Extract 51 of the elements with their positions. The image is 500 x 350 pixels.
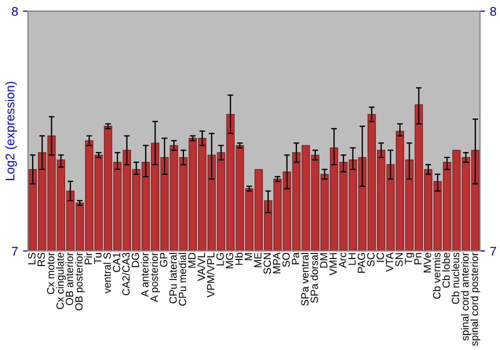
x-tick-label: SN xyxy=(395,253,403,266)
x-tick-label: CPu medial xyxy=(178,253,186,306)
x-tick-label: CPu lateral xyxy=(169,253,177,304)
x-tick-label: SO xyxy=(282,252,290,267)
x-tick-label: Pn xyxy=(414,253,422,264)
x-tick-label: MD xyxy=(188,252,196,268)
x-tick-label: VA/VL xyxy=(197,252,206,282)
x-tick-label: MVe xyxy=(424,252,432,272)
x-tick-label: SCN xyxy=(264,253,271,274)
y-axis-title: Log2 (expression) xyxy=(5,82,17,180)
x-tick-label: RS xyxy=(38,252,45,266)
x-tick-label: VTA xyxy=(386,252,394,272)
x-tick-label: OB anterior xyxy=(66,252,74,306)
x-tick-label: IC xyxy=(376,252,384,262)
x-tick-label: MPA xyxy=(273,252,280,274)
x-tick-label: GP xyxy=(160,252,168,267)
x-tick-label: Cb vermis xyxy=(432,252,440,299)
y2-tick-label: 8 xyxy=(490,7,496,16)
x-tick-label: ME xyxy=(254,252,262,268)
x-tick-label: Cx motor xyxy=(46,252,54,294)
x-tick-label: LG xyxy=(216,253,224,266)
x-tick-label: VMH xyxy=(330,253,337,276)
x-tick-label: CA2/CA3 xyxy=(122,252,130,296)
x-tick-label: Cb nucleus xyxy=(452,252,460,304)
x-tick-label: Hb xyxy=(235,252,243,265)
x-tick-label: A anterior xyxy=(140,252,149,297)
x-tick-label: ventral S xyxy=(103,252,111,294)
x-tick-label: CA1 xyxy=(112,252,120,272)
x-tick-label: M xyxy=(244,253,252,260)
x-tick-label: spinal cord posterior xyxy=(470,252,480,346)
x-tick-label: Arc xyxy=(338,252,346,268)
x-tick-label: A posterior xyxy=(150,252,160,302)
x-tick-label: SC xyxy=(367,252,375,266)
y2-tick-label: 7 xyxy=(490,246,496,256)
x-tick-label: MG xyxy=(226,253,234,268)
x-tick-label: DM xyxy=(320,253,328,268)
x-tick-label: Tu xyxy=(94,253,102,264)
x-tick-label: SPa dorsal xyxy=(310,253,318,303)
x-tick-label: Tg xyxy=(404,253,414,264)
x-tick-label: OB posterior xyxy=(74,252,85,310)
x-tick-label: spinal cord anterior xyxy=(461,252,471,341)
x-tick-label: Cb lobe xyxy=(442,252,450,288)
x-tick-label: VPM/VPL xyxy=(206,252,214,298)
x-tick-label: SPa ventral xyxy=(300,253,309,306)
x-tick-label: Pa xyxy=(292,252,300,264)
x-tick-label: LH xyxy=(348,253,356,265)
x-tick-label: Pir xyxy=(84,252,92,264)
x-tick-label: LS xyxy=(28,252,36,264)
x-tick-label: PAG xyxy=(358,253,366,273)
x-tick-label: DG xyxy=(132,253,140,268)
x-tick-label: Cx cingulate xyxy=(56,252,66,310)
